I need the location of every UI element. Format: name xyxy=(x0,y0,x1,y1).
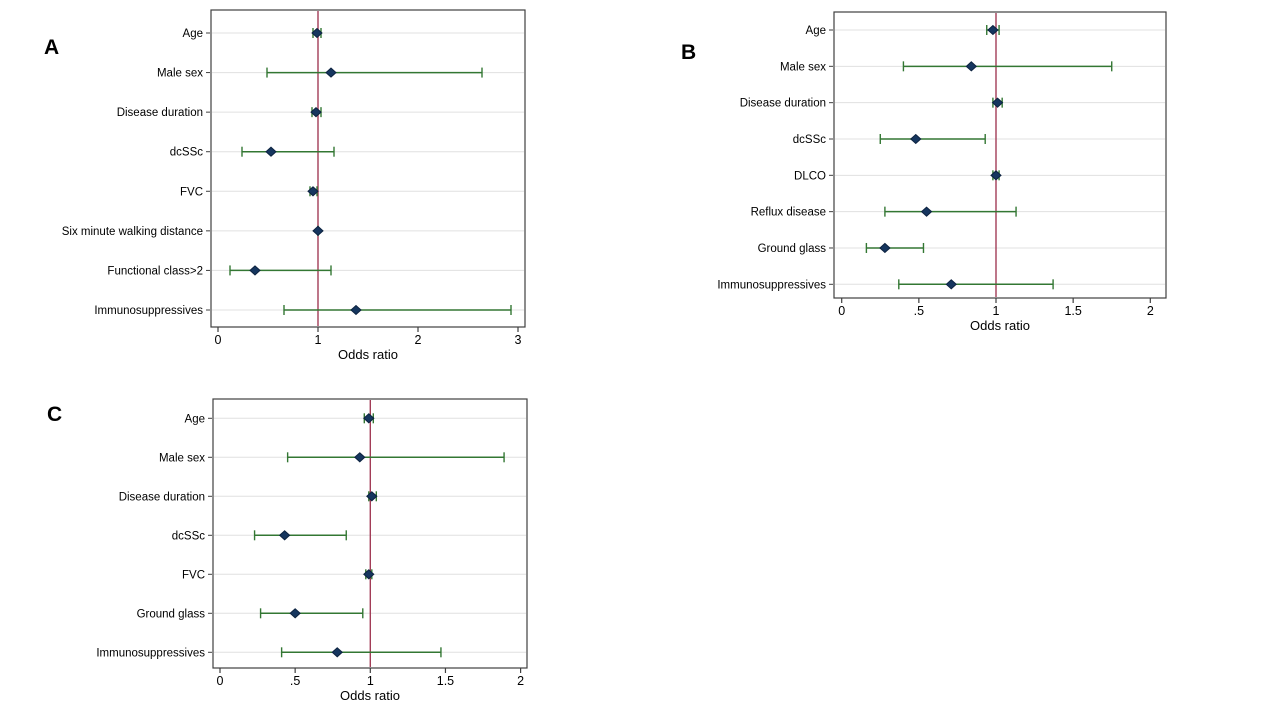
point-marker xyxy=(920,206,933,217)
point-marker xyxy=(249,265,261,276)
category-label: Disease duration xyxy=(740,98,826,110)
forest-row xyxy=(241,146,335,157)
category-label: Disease duration xyxy=(119,491,205,503)
category-label: Immunosuppressives xyxy=(717,279,826,291)
point-marker xyxy=(307,186,319,197)
category-label: Functional class>2 xyxy=(107,265,203,277)
point-marker xyxy=(354,452,366,463)
x-tick-label: 0 xyxy=(215,333,222,347)
point-marker xyxy=(310,106,322,118)
x-tick-label: 2 xyxy=(517,674,524,688)
point-marker xyxy=(350,304,362,316)
point-marker xyxy=(331,647,343,658)
category-label: Ground glass xyxy=(758,243,827,255)
x-tick-label: 0 xyxy=(217,674,224,688)
panel-b-letter: B xyxy=(681,41,697,64)
point-marker xyxy=(366,491,378,502)
forest-panel-a: Age Male sex Disease duration dcSSc FVC Six m… xyxy=(62,9,526,362)
forest-panel-c: Age Male sex Disease duration dcSSc FVC Groun… xyxy=(96,398,528,703)
forest-row xyxy=(884,206,1017,217)
point-marker xyxy=(879,242,891,254)
forest-row xyxy=(363,413,375,424)
point-marker xyxy=(312,225,324,237)
forest-row xyxy=(266,67,483,78)
point-marker xyxy=(363,569,375,580)
category-label: Disease duration xyxy=(117,107,203,119)
point-marker xyxy=(965,61,978,72)
point-marker xyxy=(990,170,1002,181)
forest-row xyxy=(902,61,1113,72)
category-label: Age xyxy=(183,28,203,40)
forest-row xyxy=(229,265,332,276)
category-label: Male sex xyxy=(780,61,826,73)
x-tick-label: .5 xyxy=(914,304,924,318)
point-marker xyxy=(311,27,323,39)
forest-row xyxy=(311,27,323,39)
point-marker xyxy=(363,413,375,424)
x-tick-label: 1 xyxy=(315,333,322,347)
category-label: Male sex xyxy=(157,68,203,80)
x-tick-label: 2 xyxy=(415,333,422,347)
point-marker xyxy=(987,24,999,36)
category-label: Age xyxy=(806,25,826,37)
x-axis-title: Odds ratio xyxy=(970,318,1030,333)
forest-row xyxy=(991,97,1004,108)
point-marker xyxy=(945,279,958,290)
point-marker xyxy=(991,97,1004,108)
forest-row xyxy=(310,106,322,118)
category-label: Six minute walking distance xyxy=(62,226,203,238)
forest-row xyxy=(307,186,319,197)
x-axis-title: Odds ratio xyxy=(340,688,400,703)
panel-c-letter: C xyxy=(47,403,63,426)
category-label: Age xyxy=(185,413,205,425)
category-label: dcSSc xyxy=(172,530,205,542)
forest-row xyxy=(253,530,347,541)
category-label: FVC xyxy=(182,569,205,581)
forest-row xyxy=(366,491,378,502)
category-label: DLCO xyxy=(794,170,826,182)
forest-row xyxy=(280,647,442,658)
plot-border xyxy=(210,9,526,328)
panel-a-letter: A xyxy=(44,36,60,59)
forest-row xyxy=(312,225,324,237)
point-marker xyxy=(325,67,337,78)
plot-border xyxy=(833,11,1167,299)
point-marker xyxy=(910,133,922,145)
forest-row xyxy=(990,170,1002,181)
x-axis-title: Odds ratio xyxy=(338,347,398,362)
forest-row xyxy=(879,133,986,145)
category-label: Ground glass xyxy=(137,608,206,620)
forest-row xyxy=(286,452,505,463)
x-tick-label: 3 xyxy=(515,333,522,347)
forest-row xyxy=(898,279,1054,290)
category-label: dcSSc xyxy=(793,134,826,146)
point-marker xyxy=(289,608,301,619)
x-tick-label: 1.5 xyxy=(437,674,454,688)
category-label: Male sex xyxy=(159,452,205,464)
x-tick-label: 1 xyxy=(993,304,1000,318)
point-marker xyxy=(265,146,277,157)
x-tick-label: .5 xyxy=(290,674,300,688)
x-tick-label: 1.5 xyxy=(1064,304,1081,318)
category-label: FVC xyxy=(180,186,203,198)
category-label: Immunosuppressives xyxy=(96,647,205,659)
forest-row xyxy=(363,569,375,580)
x-tick-label: 0 xyxy=(838,304,845,318)
forest-row xyxy=(986,24,1000,36)
forest-panel-b: Age Male sex Disease duration dcSSc DLCO Refl… xyxy=(717,11,1167,333)
forest-row xyxy=(865,242,925,254)
category-label: Immunosuppressives xyxy=(94,305,203,317)
forest-row xyxy=(283,304,512,316)
point-marker xyxy=(278,530,291,541)
x-tick-label: 1 xyxy=(367,674,374,688)
forest-row xyxy=(259,608,364,619)
category-label: Reflux disease xyxy=(751,207,826,219)
category-label: dcSSc xyxy=(170,147,203,159)
x-tick-label: 2 xyxy=(1147,304,1154,318)
